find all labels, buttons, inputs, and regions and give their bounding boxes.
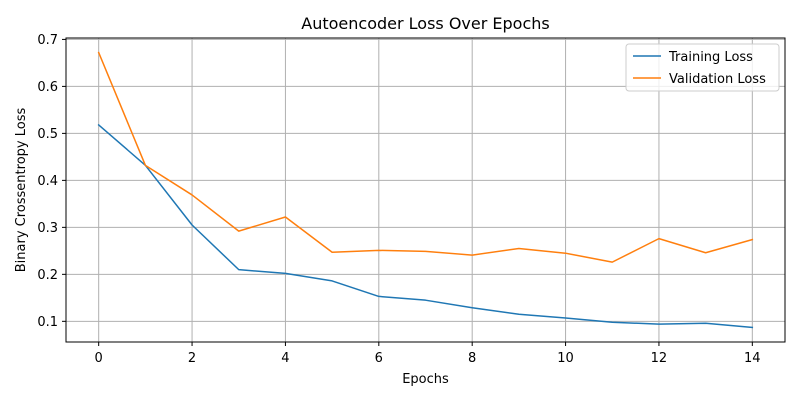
y-tick-label: 0.4 xyxy=(37,174,58,189)
x-tick-label: 10 xyxy=(557,351,574,366)
legend-box xyxy=(625,43,780,92)
y-tick-label: 0.6 xyxy=(37,80,58,95)
validation-loss-line xyxy=(97,51,754,263)
x-tick-label: 8 xyxy=(468,351,476,366)
y-axis-label: Binary Crossentropy Loss xyxy=(14,108,29,273)
x-tick-label: 0 xyxy=(95,351,103,366)
x-tick-label: 4 xyxy=(281,351,289,366)
legend-label-training: Training Loss xyxy=(668,50,753,65)
y-tick-label: 0.1 xyxy=(37,315,58,330)
plot-frame xyxy=(65,37,786,343)
y-tick-label: 0.2 xyxy=(37,268,58,283)
x-tick-label: 2 xyxy=(188,351,196,366)
y-tick-label: 0.7 xyxy=(37,33,58,48)
x-tick-label: 12 xyxy=(651,351,668,366)
tick-layer: 0 2 4 6 8 10 12 14 0.1 0.2 0.3 0.4 0.5 0.6 0.7 xyxy=(37,33,760,366)
legend-label-validation: Validation Loss xyxy=(669,72,766,87)
x-tick-label: 14 xyxy=(744,351,761,366)
x-tick-label: 6 xyxy=(375,351,383,366)
y-tick-label: 0.5 xyxy=(37,127,58,142)
series-layer xyxy=(97,51,754,329)
legend: Training Loss Validation Loss xyxy=(625,43,780,92)
chart-title: Autoencoder Loss Over Epochs xyxy=(301,14,549,33)
x-axis-label: Epochs xyxy=(402,372,449,387)
training-loss-line xyxy=(97,123,754,329)
y-tick-label: 0.3 xyxy=(37,221,58,236)
